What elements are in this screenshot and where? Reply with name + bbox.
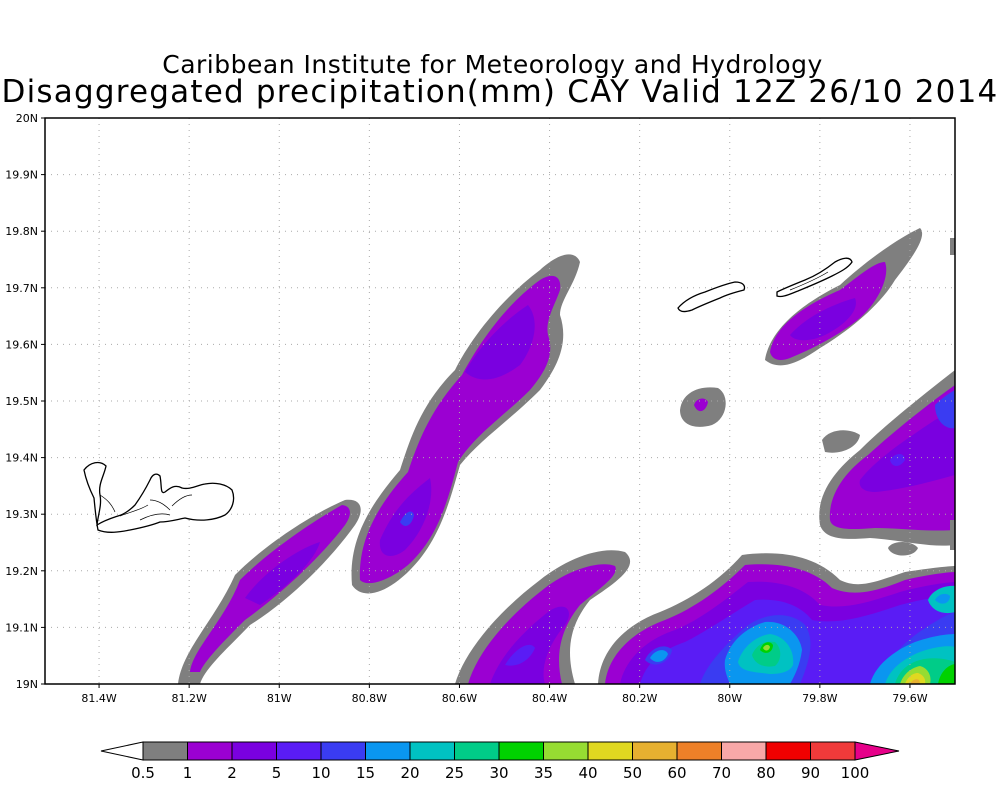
- lon-tick-label: 81.2W: [171, 692, 206, 705]
- rain-small-gray: [888, 542, 918, 556]
- lon-tick-label: 81.4W: [81, 692, 116, 705]
- rain-band-c-peak: [505, 644, 535, 666]
- colorbar-label: 2: [227, 764, 237, 782]
- colorbar-label: 100: [841, 764, 870, 782]
- colorbar-arrow-low: [100, 741, 144, 761]
- lat-tick-label: 19.9N: [5, 169, 38, 182]
- rain-cell-small: [694, 398, 708, 412]
- rain-edge-gray2: [950, 238, 955, 255]
- grand-cayman-island: [83, 461, 235, 533]
- rain-band-b-core: [465, 305, 535, 380]
- colorbar-swatch: [765, 741, 811, 761]
- colorbar-label: 25: [445, 764, 464, 782]
- rain-se-sky-w: [650, 650, 668, 662]
- colorbar-swatch: [498, 741, 544, 761]
- colorbar-label: 40: [578, 764, 597, 782]
- rain-east-gray-patch: [822, 430, 860, 453]
- precipitation-field: [178, 228, 955, 684]
- cayman-brac-inner: [789, 271, 829, 291]
- latitude-axis: 20N 19.9N 19.8N 19.7N 19.6N 19.5N 19.4N 19.3N 19…: [5, 112, 45, 691]
- colorbar-arrow-high: [854, 741, 900, 761]
- rain-east-peak2: [890, 454, 905, 466]
- rain-se2-bright: [938, 664, 955, 684]
- colorbar-swatch: [142, 741, 188, 761]
- little-cayman-island: [677, 281, 746, 313]
- color-bar: 0.5 1 2 5 10 15 20 25 30 35 40 50 60 70 80 90 100: [100, 741, 900, 782]
- colorbar-swatch: [587, 741, 633, 761]
- cayman-brac-island: [776, 257, 853, 298]
- lon-tick-label: 79.8W: [802, 692, 837, 705]
- rain-se2-orange: [910, 679, 920, 684]
- lon-tick-label: 80.2W: [622, 692, 657, 705]
- colorbar-label: 35: [534, 764, 553, 782]
- lat-tick-label: 19.1N: [5, 621, 38, 634]
- lat-tick-label: 19.3N: [5, 508, 38, 521]
- rain-se2-yellow: [905, 673, 926, 684]
- colorbar-swatch: [454, 741, 500, 761]
- rain-east-peak: [935, 390, 955, 429]
- colorbar-swatch: [409, 741, 455, 761]
- colorbar-swatch: [810, 741, 856, 761]
- rain-se3-sky: [935, 593, 950, 604]
- rain-band-b-peak: [400, 511, 414, 526]
- colorbar-label: 5: [272, 764, 282, 782]
- lat-tick-label: 19.4N: [5, 452, 38, 465]
- lat-tick-label: 19.7N: [5, 282, 38, 295]
- title-institute: Caribbean Institute for Meteorology and …: [162, 50, 823, 79]
- rain-band-d-core: [790, 298, 856, 341]
- colorbar-label: 0.5: [131, 764, 155, 782]
- colorbar-swatch: [320, 741, 366, 761]
- lat-tick-label: 19.6N: [5, 338, 38, 351]
- colorbar-swatch: [231, 741, 277, 761]
- colorbar-swatch: [365, 741, 411, 761]
- colorbar-swatch: [676, 741, 722, 761]
- longitude-axis: 81.4W 81.2W 81W 80.8W 80.6W 80.4W 80.2W 80W 79.8…: [81, 684, 928, 705]
- colorbar-swatch: [632, 741, 678, 761]
- lon-tick-label: 79.6W: [892, 692, 927, 705]
- lat-tick-label: 19.2N: [5, 565, 38, 578]
- colorbar-label: 20: [400, 764, 419, 782]
- lat-tick-label: 19.8N: [5, 225, 38, 238]
- rain-band-a-core: [245, 542, 320, 605]
- rain-edge-gray: [950, 520, 955, 550]
- lon-tick-label: 80.4W: [532, 692, 567, 705]
- colorbar-label: 50: [623, 764, 642, 782]
- colorbar-label: 1: [183, 764, 193, 782]
- lat-tick-label: 19N: [16, 678, 38, 691]
- colorbar-swatch: [187, 741, 233, 761]
- colorbar-swatch: [721, 741, 767, 761]
- colorbar-label: 10: [311, 764, 330, 782]
- colorbar-label: 70: [712, 764, 731, 782]
- title-product: Disaggregated precipitation(mm) CAY Vali…: [1, 74, 999, 110]
- map-grid: [45, 118, 955, 684]
- colorbar-label: 15: [356, 764, 375, 782]
- lon-tick-label: 80W: [717, 692, 742, 705]
- grand-cayman-inner: [99, 494, 193, 521]
- lon-tick-label: 81W: [267, 692, 292, 705]
- coastlines: [83, 257, 853, 533]
- colorbar-label: 30: [489, 764, 508, 782]
- colorbar-label: 90: [801, 764, 820, 782]
- lon-tick-label: 80.8W: [352, 692, 387, 705]
- rain-se-green: [752, 641, 781, 667]
- colorbar-swatch: [276, 741, 322, 761]
- lat-tick-label: 20N: [16, 112, 38, 125]
- colorbar-label: 80: [756, 764, 775, 782]
- colorbar-swatch: [543, 741, 589, 761]
- lat-tick-label: 19.5N: [5, 395, 38, 408]
- rain-se-lime: [763, 644, 770, 651]
- lon-tick-label: 80.6W: [442, 692, 477, 705]
- rain-east-core: [859, 410, 955, 492]
- colorbar-label: 60: [667, 764, 686, 782]
